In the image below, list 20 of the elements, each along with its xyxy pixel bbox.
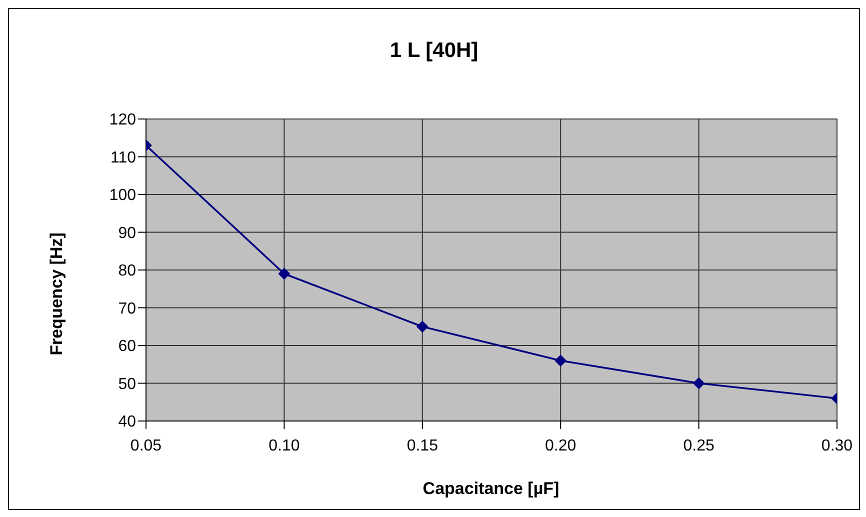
y-tick-label: 60	[118, 338, 136, 356]
point	[416, 320, 428, 333]
point	[554, 354, 567, 367]
chart-title: 1 L [40H]	[388, 39, 480, 63]
x-axis-title: Capacitance [µF]	[422, 479, 560, 499]
y-tick-label: 90	[118, 224, 136, 242]
y-tick-label: 100	[109, 187, 136, 204]
x-tick-label: 0.25	[683, 437, 714, 454]
x-tick-label: 0.05	[130, 437, 162, 454]
y-tick-label: 40	[118, 414, 136, 431]
x-tick-label: 0.15	[406, 437, 438, 454]
x-tick-label: 0.20	[545, 437, 576, 454]
y-tick-label: 50	[118, 376, 136, 393]
x-tick-label: 0.10	[268, 437, 300, 454]
y-tick-label: 120	[109, 112, 136, 129]
y-tick-label: 110	[110, 149, 136, 166]
y-tick-label: 70	[118, 300, 136, 318]
y-axis-title: Frequency [Hz]	[47, 232, 67, 356]
x-tick-label: 0.30	[821, 437, 853, 454]
y-tick-label: 80	[118, 262, 136, 280]
